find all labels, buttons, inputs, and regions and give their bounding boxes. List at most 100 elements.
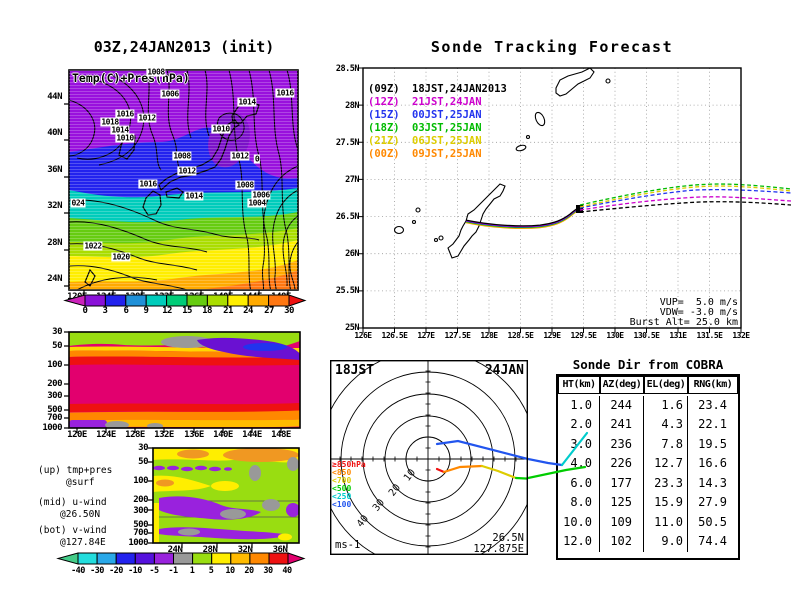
cbar-tick: 1: [189, 566, 195, 576]
legend-utc: (12Z): [368, 96, 400, 108]
pressure-label: 1008: [172, 151, 192, 161]
table-cell: 11.0: [644, 512, 688, 532]
table-cell: 19.5: [698, 436, 727, 451]
pressure-label: 1006: [160, 89, 180, 99]
lon-tick: 148E: [271, 430, 291, 440]
p-tick: 1000: [128, 538, 148, 548]
pressure-label: 1018: [100, 117, 120, 127]
table-title: Sonde Dir from COBRA: [572, 357, 724, 372]
table-cell: 244: [600, 395, 644, 415]
lon-tick: 140E: [213, 430, 233, 440]
p-tick: 50: [52, 341, 62, 351]
lat-tick: 32N: [237, 545, 253, 555]
cbar-tick: 6: [123, 306, 129, 316]
column-header: RNG(km): [688, 376, 738, 394]
lon-tick: 128.5E: [507, 331, 534, 340]
tracking-frame: [358, 67, 742, 333]
p-tick: 500: [133, 520, 148, 530]
hodograph-frame: [330, 360, 528, 555]
hodograph-unit: ms-1: [335, 539, 361, 551]
legend-utc: (18Z): [368, 122, 400, 134]
p-tick: 1000: [42, 423, 62, 433]
p-tick: 200: [47, 379, 62, 389]
level-legend: <500: [332, 484, 352, 493]
table-cell: 125: [600, 493, 644, 513]
lon-tick: 132E: [732, 331, 750, 340]
lon-tick: 129E: [543, 331, 561, 340]
pressure-label: 1012: [177, 166, 197, 176]
lat-tick: 32N: [47, 201, 62, 211]
temperature-colorbar: [63, 294, 307, 307]
lat-tick: 28.5N: [335, 64, 360, 74]
lon-tick: 126E: [354, 331, 372, 340]
cbar-tick: -30: [90, 566, 104, 576]
burst-marker: [576, 205, 583, 213]
hodograph-time: 18JST: [335, 363, 375, 378]
pressure-label: 1008: [146, 67, 166, 77]
table-cell: 1.6: [644, 395, 688, 415]
lat-tick: 28N: [345, 101, 359, 111]
surface-map-frame: [64, 69, 299, 295]
level-legend: <250: [332, 492, 352, 501]
table-cell: 177: [600, 473, 644, 493]
table-cell: 3.0: [558, 434, 600, 454]
pressure-label: 1012: [230, 151, 250, 161]
pressure-label: 1016: [115, 109, 135, 119]
lat-tick: 26.5N: [335, 212, 360, 222]
lat-tick: 27N: [345, 175, 359, 185]
lat-tick: 26N: [345, 249, 359, 259]
cbar-tick: 3: [102, 306, 108, 316]
vdw-value: VDW= -3.0 m/s: [659, 307, 738, 318]
lon-tick: 130.5E: [633, 331, 660, 340]
lat-tick: 44N: [47, 92, 62, 102]
lat-tick: 28N: [202, 545, 218, 555]
lon-tick: 129.5E: [570, 331, 597, 340]
level-legend: <850: [332, 468, 352, 477]
p-tick: 200: [133, 495, 148, 505]
wind-colorbar: [56, 552, 306, 565]
table-cell: 102: [600, 532, 644, 552]
pressure-label: 1016: [138, 179, 158, 189]
column-header: HT(km): [558, 376, 600, 394]
table-cell: 12.0: [558, 532, 600, 552]
cbar-tick: 40: [282, 566, 292, 576]
legend-utc: (00Z): [368, 148, 400, 160]
level-legend: <700: [332, 476, 352, 485]
pressure-label: 1012: [137, 113, 157, 123]
lon-tick: 130E: [606, 331, 624, 340]
vwind-frame: [148, 447, 300, 548]
level-legend: <100: [332, 500, 352, 509]
lon-tick: 124E: [96, 430, 116, 440]
lat-tick: 25N: [345, 323, 359, 333]
lon-tick: 127.5E: [444, 331, 471, 340]
lon-tick: 144E: [242, 430, 262, 440]
legend-time: 09JST,25JAN: [412, 148, 482, 160]
table-cell: 12.7: [644, 454, 688, 474]
cbar-tick: 21: [223, 306, 233, 316]
pressure-label: 1010: [115, 133, 135, 143]
pressure-label: 1006: [251, 190, 271, 200]
legend-time: 06JST,25JAN: [412, 135, 482, 147]
table-cell: 7.8: [644, 434, 688, 454]
tracking-map-canvas: [358, 67, 792, 333]
pressure-label: 024: [70, 198, 86, 208]
p-tick: 100: [47, 360, 62, 370]
p-tick: 300: [47, 391, 62, 401]
lat-tick: 28N: [47, 238, 62, 248]
cbar-tick: -10: [128, 566, 142, 576]
p-tick: 300: [133, 506, 148, 516]
pressure-label: 1020: [111, 252, 131, 262]
cbar-tick: -1: [168, 566, 178, 576]
vwind-field: [153, 448, 299, 543]
pressure-label: 1014: [184, 191, 204, 201]
lon-tick: 131E: [669, 331, 687, 340]
surface-map-canvas: [64, 69, 299, 295]
table-cell: 10.0: [558, 512, 600, 532]
p-tick: 30: [52, 327, 62, 337]
cbar-tick: 30: [263, 566, 273, 576]
pressure-label: 1014: [110, 125, 130, 135]
vwind-note: @surf: [66, 477, 95, 488]
trajectory-dashed: [579, 183, 792, 213]
table-cell: 27.9: [698, 495, 727, 509]
